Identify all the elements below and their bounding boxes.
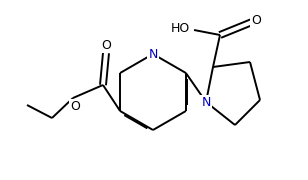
Text: O: O xyxy=(251,14,261,26)
Text: O: O xyxy=(70,100,80,112)
Text: HO: HO xyxy=(170,21,190,35)
Text: N: N xyxy=(201,96,211,109)
Text: O: O xyxy=(101,39,111,51)
Text: N: N xyxy=(148,48,158,60)
